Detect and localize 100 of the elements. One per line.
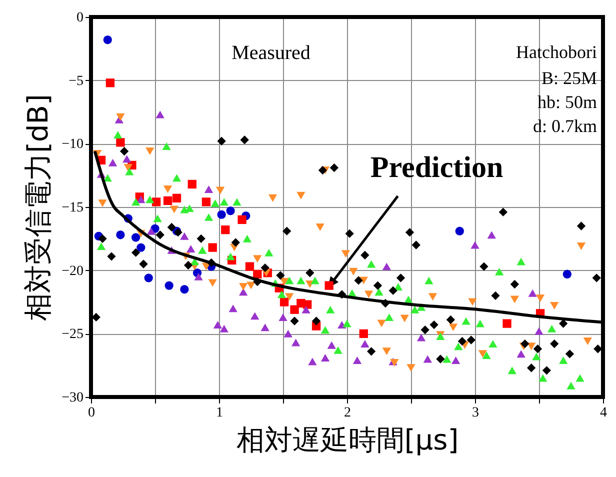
point <box>458 336 467 346</box>
point <box>455 226 464 236</box>
point <box>186 245 196 253</box>
point <box>352 356 362 364</box>
point <box>106 78 115 88</box>
point <box>253 255 262 263</box>
point <box>210 199 220 207</box>
point <box>320 326 330 334</box>
point <box>382 262 392 270</box>
y-tick-label: −5 <box>68 74 84 89</box>
point <box>221 225 230 234</box>
y-tick-label: −25 <box>62 327 84 342</box>
point <box>320 354 330 362</box>
point <box>162 142 171 150</box>
point <box>280 278 289 286</box>
annotation: B: 25M <box>541 68 597 88</box>
point <box>153 214 162 222</box>
point <box>487 231 496 239</box>
point <box>326 306 335 314</box>
point <box>478 350 488 358</box>
point <box>396 274 406 282</box>
point <box>405 228 414 237</box>
point <box>359 276 368 284</box>
point <box>213 321 222 329</box>
point <box>302 306 310 314</box>
point <box>382 348 392 356</box>
point <box>341 250 350 258</box>
point <box>290 316 299 326</box>
x-tick-label: 3 <box>472 406 479 420</box>
point <box>114 131 122 139</box>
point <box>156 230 164 240</box>
point <box>116 230 125 240</box>
point <box>576 222 586 230</box>
point <box>260 263 270 272</box>
point <box>245 262 254 271</box>
point <box>558 319 568 328</box>
point <box>290 305 299 314</box>
point <box>406 364 416 372</box>
point <box>400 314 409 322</box>
annotation: hb: 50m <box>537 92 597 112</box>
point <box>96 242 106 250</box>
point <box>204 186 214 194</box>
point <box>196 234 206 243</box>
point <box>482 351 491 359</box>
point <box>264 248 274 256</box>
point <box>488 340 498 348</box>
point <box>532 352 541 360</box>
point <box>217 210 226 219</box>
point <box>208 279 217 287</box>
point <box>576 374 584 382</box>
point <box>516 258 526 266</box>
point <box>125 168 134 176</box>
point <box>468 298 477 306</box>
point <box>204 213 214 221</box>
point <box>231 238 240 247</box>
point <box>558 356 568 364</box>
point <box>526 364 536 372</box>
point <box>216 186 225 194</box>
point <box>246 282 256 290</box>
point <box>124 164 132 172</box>
annotation: Hatchobori <box>516 42 597 62</box>
point <box>296 276 306 284</box>
x-tick-label: 1 <box>216 406 223 420</box>
point <box>107 252 116 261</box>
point <box>327 341 336 349</box>
point <box>306 268 314 278</box>
annotation: Prediction <box>370 151 504 184</box>
point <box>430 320 438 330</box>
point <box>139 260 148 268</box>
point <box>466 336 476 344</box>
point <box>592 274 601 282</box>
point <box>436 354 445 364</box>
annotation: Measured <box>232 42 310 64</box>
point <box>228 304 238 312</box>
point <box>423 355 432 363</box>
point <box>238 215 246 224</box>
point <box>268 194 278 202</box>
point <box>542 366 552 375</box>
point <box>565 350 574 358</box>
point <box>349 268 358 276</box>
point <box>377 320 386 328</box>
point <box>146 227 156 235</box>
point <box>250 312 260 320</box>
point <box>98 199 107 207</box>
point <box>131 233 140 242</box>
point <box>476 320 484 328</box>
point <box>260 324 270 332</box>
point <box>282 226 292 236</box>
point <box>170 206 179 214</box>
point <box>538 374 548 382</box>
point <box>163 186 172 194</box>
point <box>354 276 363 285</box>
point <box>308 358 317 366</box>
point <box>280 298 289 306</box>
x-axis-title: 相対遅延時間[μs] <box>236 424 459 456</box>
point <box>180 232 189 240</box>
point <box>345 229 354 238</box>
point <box>442 355 452 363</box>
point <box>520 339 530 348</box>
point <box>116 138 125 147</box>
